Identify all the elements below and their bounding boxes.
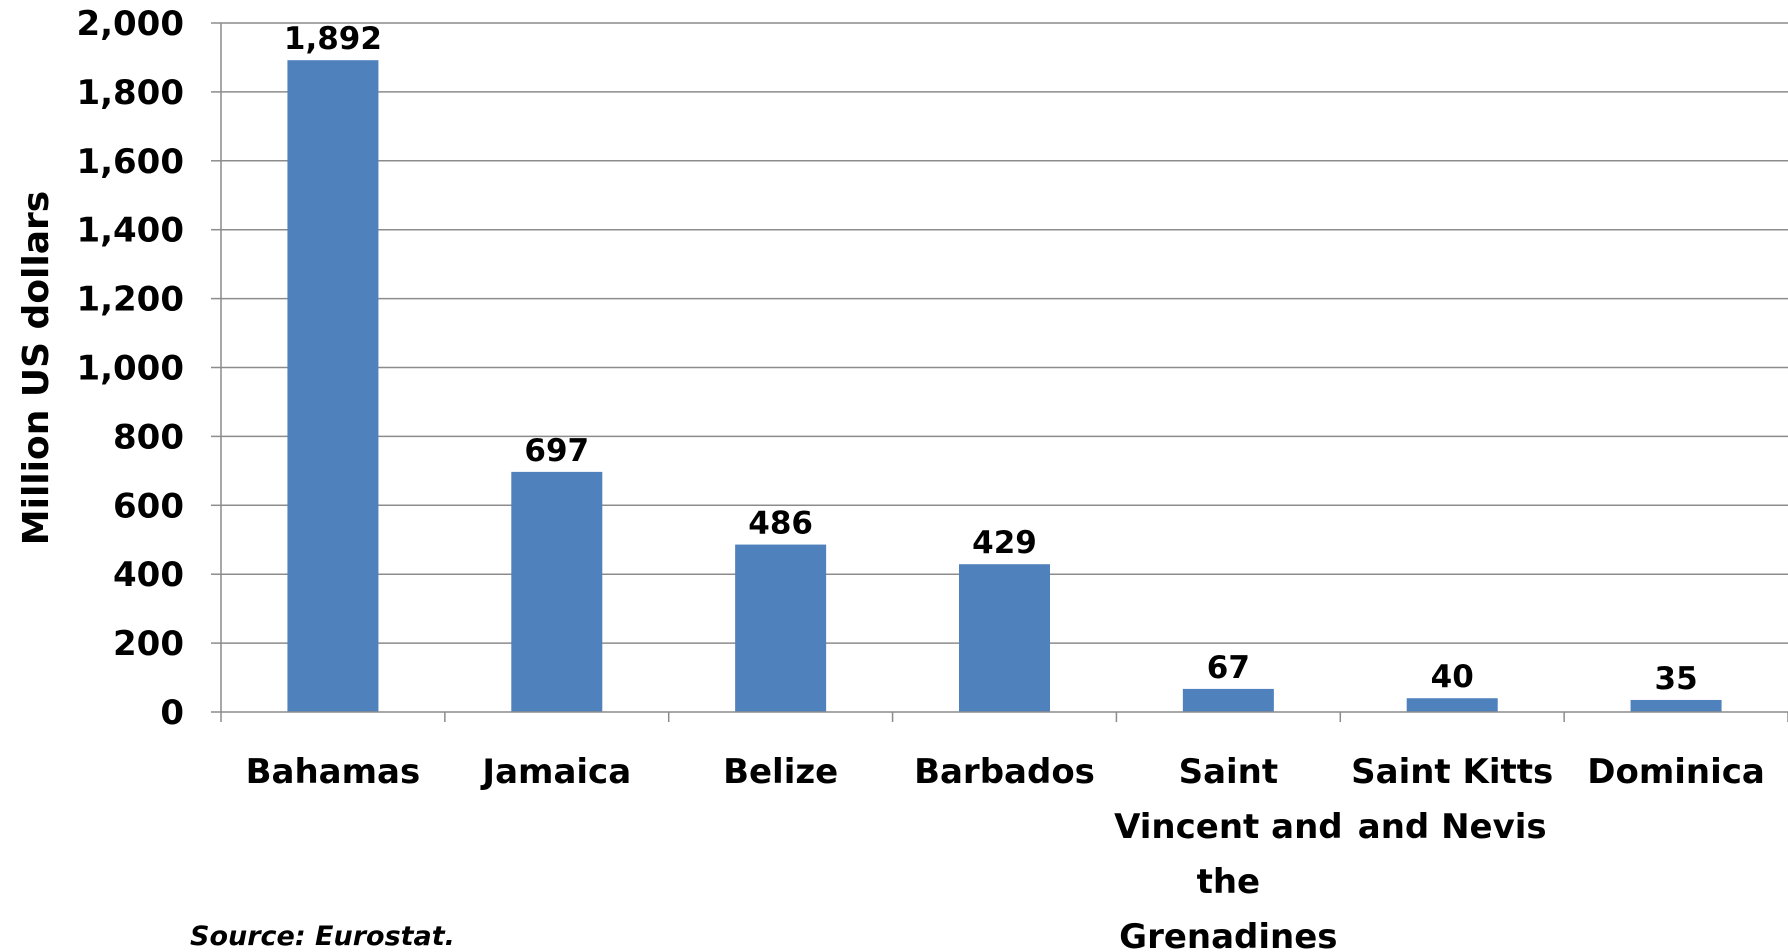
x-category-label: Saint Kitts and Nevis [1351, 752, 1553, 847]
axes [211, 22, 1788, 722]
y-axis-title: Million US dollars [16, 191, 57, 545]
y-tick-label: 0 [160, 693, 184, 733]
bar [1182, 688, 1274, 712]
x-category-label: Dominica [1587, 752, 1765, 792]
y-tick-label: 800 [113, 417, 184, 457]
y-tick-label: 600 [113, 486, 184, 526]
x-category-label-line: Saint Kitts [1351, 752, 1553, 792]
x-category-label: Belize [723, 752, 838, 792]
bar [735, 544, 827, 712]
x-category-label-line: the [1197, 862, 1261, 902]
x-category-label-line: Dominica [1587, 752, 1765, 792]
bar [959, 564, 1050, 712]
x-category-label: Bahamas [246, 752, 421, 792]
x-category-label: Jamaica [480, 752, 631, 792]
y-tick-label: 1,800 [76, 73, 184, 113]
y-tick-label: 200 [113, 624, 184, 664]
y-tick-label: 400 [113, 555, 184, 595]
bar [287, 60, 379, 713]
x-category-label-line: Barbados [914, 752, 1095, 792]
data-label: 40 [1431, 659, 1474, 695]
data-label: 35 [1655, 661, 1698, 697]
y-tick-label: 1,600 [76, 142, 184, 182]
x-category-label-line: Vincent and [1114, 807, 1343, 847]
data-label: 697 [524, 433, 589, 469]
data-label: 1,892 [284, 21, 382, 57]
y-tick-label: 1,200 [76, 280, 184, 320]
data-label: 486 [748, 506, 813, 542]
x-category-label-line: Saint [1179, 752, 1279, 792]
y-tick-label: 2,000 [76, 4, 184, 44]
x-category-label-line: Belize [723, 752, 838, 792]
x-category-label: Saint Vincent and the Grenadines [1114, 752, 1343, 951]
bar [511, 471, 603, 712]
gridlines [221, 22, 1788, 644]
labels: 0 200 400 600 800 1,000 1,200 1,400 1,600 1,800 2,… [76, 4, 1764, 951]
x-category-label-line: and Nevis [1358, 807, 1547, 847]
x-category-label: Barbados [914, 752, 1095, 792]
x-category-label-line: Bahamas [246, 752, 421, 792]
data-label: 429 [972, 525, 1037, 561]
x-category-label-line: Grenadines [1119, 917, 1337, 951]
y-tick-label: 1,400 [76, 211, 184, 251]
x-category-label-line: Jamaica [480, 752, 631, 792]
source-note: Source: Eurostat. [190, 921, 455, 952]
bar [1406, 698, 1498, 712]
y-tick-label: 1,000 [76, 349, 184, 389]
bar [1630, 699, 1722, 712]
bars [287, 60, 1722, 713]
data-label: 67 [1207, 650, 1250, 686]
